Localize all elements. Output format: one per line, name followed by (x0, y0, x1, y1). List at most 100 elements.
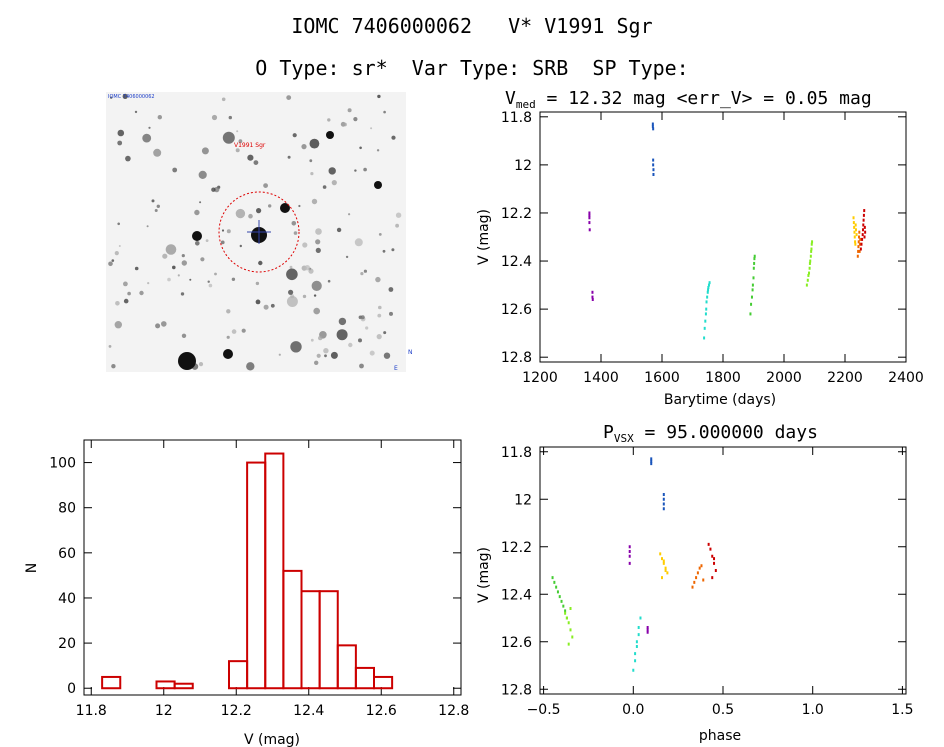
phase-point (646, 628, 649, 632)
light-curve-point (706, 295, 709, 299)
light-curve-point (810, 247, 813, 251)
light-curve-point (652, 158, 655, 162)
star (310, 172, 314, 176)
light-curve-point (856, 254, 859, 258)
star (290, 341, 302, 353)
star (123, 281, 128, 287)
histogram-bar (228, 660, 249, 690)
star (263, 304, 269, 310)
light-curve-point (707, 283, 710, 287)
star (315, 239, 321, 245)
star (222, 131, 235, 144)
star (122, 93, 128, 99)
histogram-ylabel: N (24, 563, 40, 573)
chart-main-title: IOMC 7406000062 V* V1991 Sgr (291, 14, 653, 38)
star (358, 338, 362, 343)
light-curve-xtick-label: 1400 (583, 370, 619, 386)
star (214, 186, 220, 193)
star (314, 360, 319, 365)
star (153, 148, 162, 157)
star (167, 277, 171, 282)
star (293, 231, 298, 235)
star (117, 140, 123, 146)
north-label: N (408, 349, 413, 356)
phase-point (650, 462, 653, 466)
target-circle (218, 191, 300, 273)
star (286, 268, 298, 281)
star (324, 354, 327, 358)
phase-point (634, 659, 637, 663)
phase-point (558, 595, 561, 599)
phase-point (567, 621, 570, 625)
star (286, 95, 292, 100)
star (235, 148, 240, 153)
phase-point (664, 569, 667, 572)
light-curve-title-sub: med (516, 98, 536, 111)
star (395, 223, 399, 228)
histogram-frame (83, 439, 462, 696)
phase-xtick-label: −0.5 (527, 702, 561, 718)
star (377, 94, 381, 99)
phase-ytick-label: 12.2 (501, 540, 532, 556)
histogram-ytick-label: 80 (58, 501, 76, 517)
phase-point (696, 571, 699, 575)
star (228, 115, 232, 120)
phase-point (564, 609, 567, 613)
histogram-ytick-label: 60 (58, 546, 76, 562)
star (348, 342, 353, 348)
light-curve-point (750, 295, 753, 299)
star (328, 167, 336, 175)
star (118, 245, 121, 247)
star (111, 259, 115, 262)
star (378, 233, 382, 236)
star (336, 227, 342, 233)
light-curve-point (857, 249, 860, 253)
phase-point (571, 635, 574, 639)
phase-point (634, 652, 637, 656)
star (247, 154, 254, 161)
star (201, 147, 209, 155)
phase-frame (539, 446, 907, 695)
light-curve-point (588, 213, 591, 217)
phase-point (555, 585, 558, 589)
star (330, 351, 338, 359)
bright-star (223, 349, 233, 359)
star (382, 249, 386, 253)
light-curve-point (652, 173, 655, 176)
star (198, 362, 204, 367)
phase-point (569, 628, 572, 632)
star (376, 149, 380, 152)
light-curve-point (805, 283, 808, 287)
phase-xtick-label: 0.5 (712, 702, 734, 718)
histogram-bar (354, 666, 375, 690)
star (181, 333, 187, 338)
star (338, 317, 347, 326)
star (302, 294, 307, 299)
light-curve-xtick-label: 2400 (888, 370, 924, 386)
star (236, 130, 239, 133)
phase-point (662, 497, 665, 501)
star (395, 212, 402, 218)
light-curve-plot: Vmed = 12.32 mag <err_V> = 0.05 mag Bary… (476, 88, 924, 408)
light-curve-point (706, 290, 709, 294)
phase-point (714, 569, 717, 572)
phase-point (632, 668, 635, 672)
histogram-bar (173, 682, 194, 690)
light-curve-point (861, 233, 864, 237)
histogram-ytick-label: 20 (58, 636, 76, 652)
phase-xlabel: phase (699, 728, 741, 744)
phase-point (553, 580, 556, 584)
star (288, 289, 294, 295)
phase-title-sub: VSX (614, 432, 634, 445)
star (354, 169, 357, 172)
star (388, 287, 394, 292)
star (302, 242, 308, 248)
light-curve-point (588, 228, 591, 232)
star (189, 278, 192, 281)
histogram-bar (282, 569, 303, 690)
chart-subtitle: O Type: sr* Var Type: SRB SP Type: (255, 56, 689, 80)
phase-point (662, 493, 665, 496)
phase-point (564, 611, 567, 615)
light-curve-point (704, 319, 707, 323)
star (231, 277, 236, 281)
